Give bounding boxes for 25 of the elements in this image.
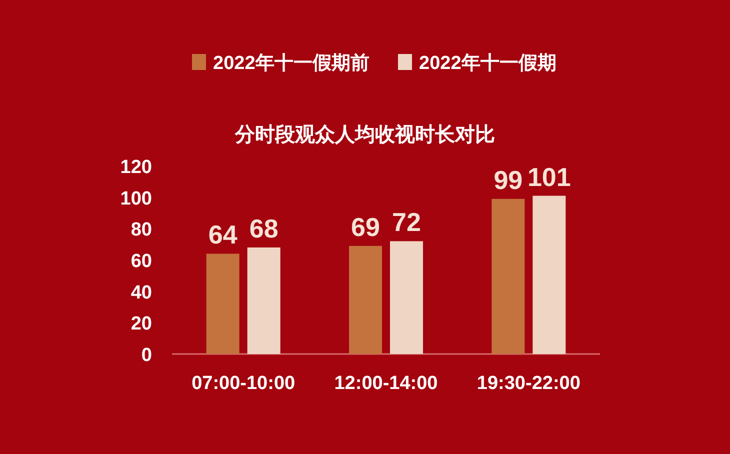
data-label: 68	[249, 213, 278, 244]
y-tick-label: 60	[130, 251, 152, 272]
bar	[247, 247, 280, 354]
data-label: 69	[351, 212, 380, 242]
x-tick-label: 07:00-10:00	[192, 373, 296, 394]
chart-title: 分时段观众人均收视时长对比	[234, 123, 495, 146]
legend-label: 2022年十一假期	[419, 52, 556, 74]
y-tick-label: 0	[141, 345, 152, 366]
x-tick-label: 12:00-14:00	[334, 373, 438, 394]
x-tick-label: 19:30-22:00	[476, 373, 580, 394]
data-label: 99	[494, 164, 523, 195]
bar	[492, 198, 525, 354]
bar	[532, 196, 566, 354]
data-label: 64	[208, 220, 238, 250]
bar	[206, 254, 240, 354]
y-tick-label: 20	[130, 314, 152, 335]
data-label: 101	[527, 162, 571, 192]
y-tick-label: 80	[130, 220, 152, 241]
data-label: 72	[392, 207, 421, 238]
y-tick-label: 120	[120, 157, 152, 178]
y-tick-label: 100	[120, 188, 152, 210]
bar	[349, 246, 382, 354]
y-tick-label: 40	[130, 282, 152, 304]
bar	[390, 241, 423, 354]
legend-label: 2022年十一假期前	[213, 52, 370, 74]
